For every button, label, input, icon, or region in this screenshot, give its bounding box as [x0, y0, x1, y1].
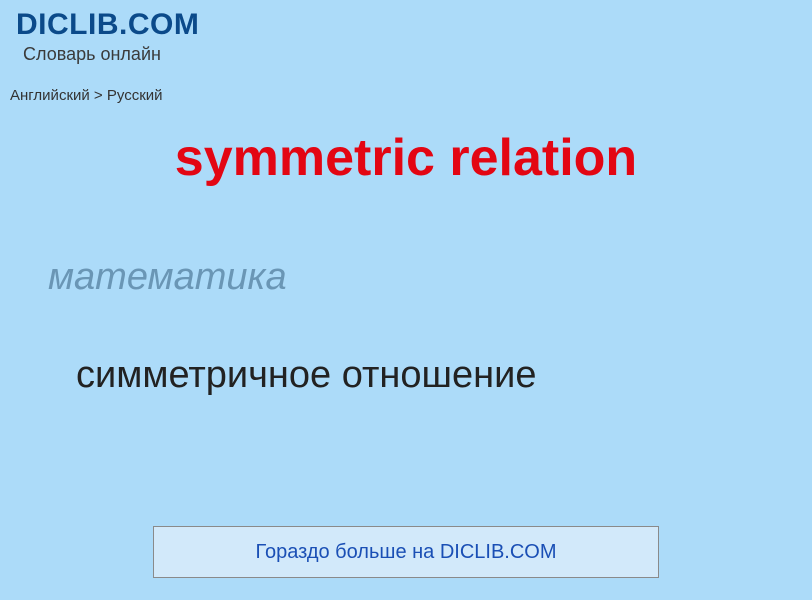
- breadcrumb: Английский > Русский: [10, 87, 812, 104]
- site-subtitle: Словарь онлайн: [23, 44, 812, 65]
- more-link-text: Гораздо больше на DICLIB.COM: [255, 541, 556, 564]
- entry-title: symmetric relation: [0, 128, 812, 188]
- entry-translation: симметричное отношение: [76, 354, 812, 397]
- entry-category: математика: [48, 256, 812, 299]
- header: DICLIB.COM Словарь онлайн Английский > Р…: [0, 0, 812, 104]
- site-logo[interactable]: DICLIB.COM: [16, 8, 812, 42]
- more-link-box[interactable]: Гораздо больше на DICLIB.COM: [153, 526, 659, 578]
